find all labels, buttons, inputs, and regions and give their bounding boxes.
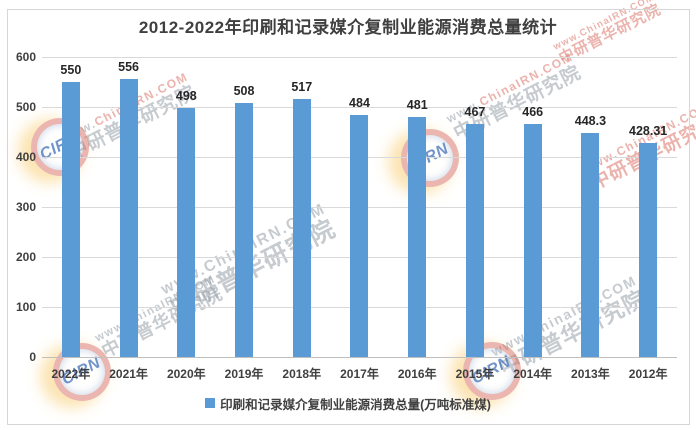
bar-slot: 556 2021年 xyxy=(100,57,158,381)
bar xyxy=(408,116,427,357)
x-axis-line xyxy=(42,357,677,358)
bar-slot: 481 2016年 xyxy=(388,57,446,382)
bar xyxy=(61,82,80,357)
bar xyxy=(639,142,658,357)
x-axis-tick-label: 2018年 xyxy=(282,367,322,381)
gridline xyxy=(42,107,677,108)
legend-marker-swatch xyxy=(205,398,216,408)
bar xyxy=(292,98,311,357)
bar-value-label: 448.3 xyxy=(574,113,607,128)
x-axis-tick-label: 2021年 xyxy=(109,367,148,381)
bar-value-label: 484 xyxy=(349,96,370,110)
bar xyxy=(581,132,600,357)
bar xyxy=(177,108,196,357)
gridline xyxy=(42,57,677,58)
y-axis-tick-label: 100 xyxy=(15,300,36,314)
bar-slot: 466 2014年 xyxy=(504,57,562,381)
bar-slot: 448.3 2013年 xyxy=(562,57,620,381)
x-axis-tick-label: 2014年 xyxy=(513,367,553,381)
bar-slot: 467 2015年 xyxy=(446,57,504,382)
plot-area: 0 100 200 300 400 500 600 550 2022年 556 2021年 498 20… xyxy=(16,50,677,382)
legend: 印刷和记录媒介复制业能源消费总量(万吨标准煤) xyxy=(0,395,696,412)
bar-value-label: 481 xyxy=(406,97,428,112)
x-axis-tick-label: 2013年 xyxy=(571,367,610,381)
x-axis-tick-label: 2015年 xyxy=(455,367,495,381)
x-axis-tick-label: 2019年 xyxy=(224,367,264,381)
x-axis-tick-label: 2020年 xyxy=(166,367,206,381)
x-axis-tick-label: 2016年 xyxy=(397,367,437,381)
y-axis-tick-label: 200 xyxy=(15,250,36,264)
x-axis-tick-label: 2012年 xyxy=(628,367,668,381)
bar xyxy=(465,123,484,357)
bar-value-label: 517 xyxy=(291,79,313,94)
bar xyxy=(523,124,542,357)
y-axis-tick-label: 600 xyxy=(15,50,36,64)
x-axis-tick-label: 2022年 xyxy=(51,367,91,381)
bar-value-label: 508 xyxy=(233,84,255,98)
bar-value-label: 550 xyxy=(60,63,82,77)
y-axis-tick-label: 400 xyxy=(15,150,36,164)
bar-slot: 484 2017年 xyxy=(331,57,389,381)
bar xyxy=(235,103,254,357)
y-axis-tick-label: 300 xyxy=(15,200,36,214)
bar-slot: 508 2019年 xyxy=(215,57,273,381)
bar-value-label: 556 xyxy=(118,60,140,74)
x-axis-tick-label: 2017年 xyxy=(340,367,379,381)
bar-value-label: 498 xyxy=(175,89,197,103)
legend-label: 印刷和记录媒介复制业能源消费总量(万吨标准煤) xyxy=(220,397,491,412)
bar xyxy=(350,115,369,357)
bar-slot: 498 2020年 xyxy=(157,57,215,381)
bar-value-label: 428.31 xyxy=(629,123,668,138)
bar-value-label: 466 xyxy=(522,105,544,119)
bar-value-label: 467 xyxy=(464,104,486,119)
bar-slot: 550 2022年 xyxy=(42,57,100,381)
bar-slot: 517 2018年 xyxy=(273,57,331,382)
chart-title: 2012-2022年印刷和记录媒介复制业能源消费总量统计 xyxy=(138,18,558,37)
bar xyxy=(119,79,138,357)
y-axis-tick-label: 500 xyxy=(15,100,36,114)
y-axis-tick-label: 0 xyxy=(29,350,36,364)
bar-slot: 428.31 2012年 xyxy=(619,57,677,381)
